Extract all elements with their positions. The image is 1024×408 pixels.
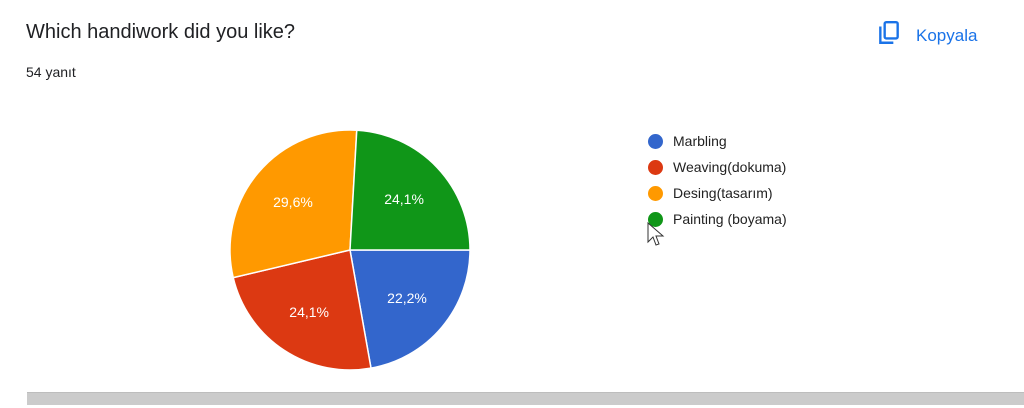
pie-slices — [229, 129, 471, 371]
legend-item-weaving[interactable]: Weaving(dokuma) — [648, 154, 787, 180]
pie-slice[interactable] — [232, 249, 372, 371]
response-count: 54 yanıt — [26, 64, 76, 80]
pie-slice[interactable] — [349, 249, 471, 370]
horizontal-scrollbar[interactable] — [27, 392, 1024, 405]
legend-dot — [648, 211, 663, 227]
slice-label: 29,6% — [273, 194, 313, 210]
pie-labels: 22,2% 24,1% 29,6% 24,1% — [273, 191, 427, 320]
pie-chart: 22,2% 24,1% 29,6% 24,1% — [229, 129, 471, 371]
legend-dot — [648, 159, 663, 175]
legend-dot — [648, 185, 663, 201]
pie-slice[interactable] — [349, 129, 471, 251]
slice-label: 24,1% — [289, 304, 329, 320]
question-title: Which handiwork did you like? — [26, 21, 296, 43]
pie-slice[interactable] — [229, 129, 358, 279]
legend-dot — [648, 133, 663, 149]
legend-item-marbling[interactable]: Marbling — [648, 128, 787, 154]
slice-label: 22,2% — [387, 290, 427, 306]
copy-icon — [876, 20, 902, 51]
copy-label: Kopyala — [916, 25, 978, 45]
mouse-cursor-icon — [647, 222, 665, 246]
chart-legend: Marbling Weaving(dokuma) Desing(tasarım)… — [648, 128, 787, 232]
legend-item-painting[interactable]: Painting (boyama) — [648, 206, 787, 232]
copy-button[interactable]: Kopyala — [876, 20, 977, 51]
legend-item-design[interactable]: Desing(tasarım) — [648, 180, 787, 206]
slice-label: 24,1% — [384, 191, 424, 207]
